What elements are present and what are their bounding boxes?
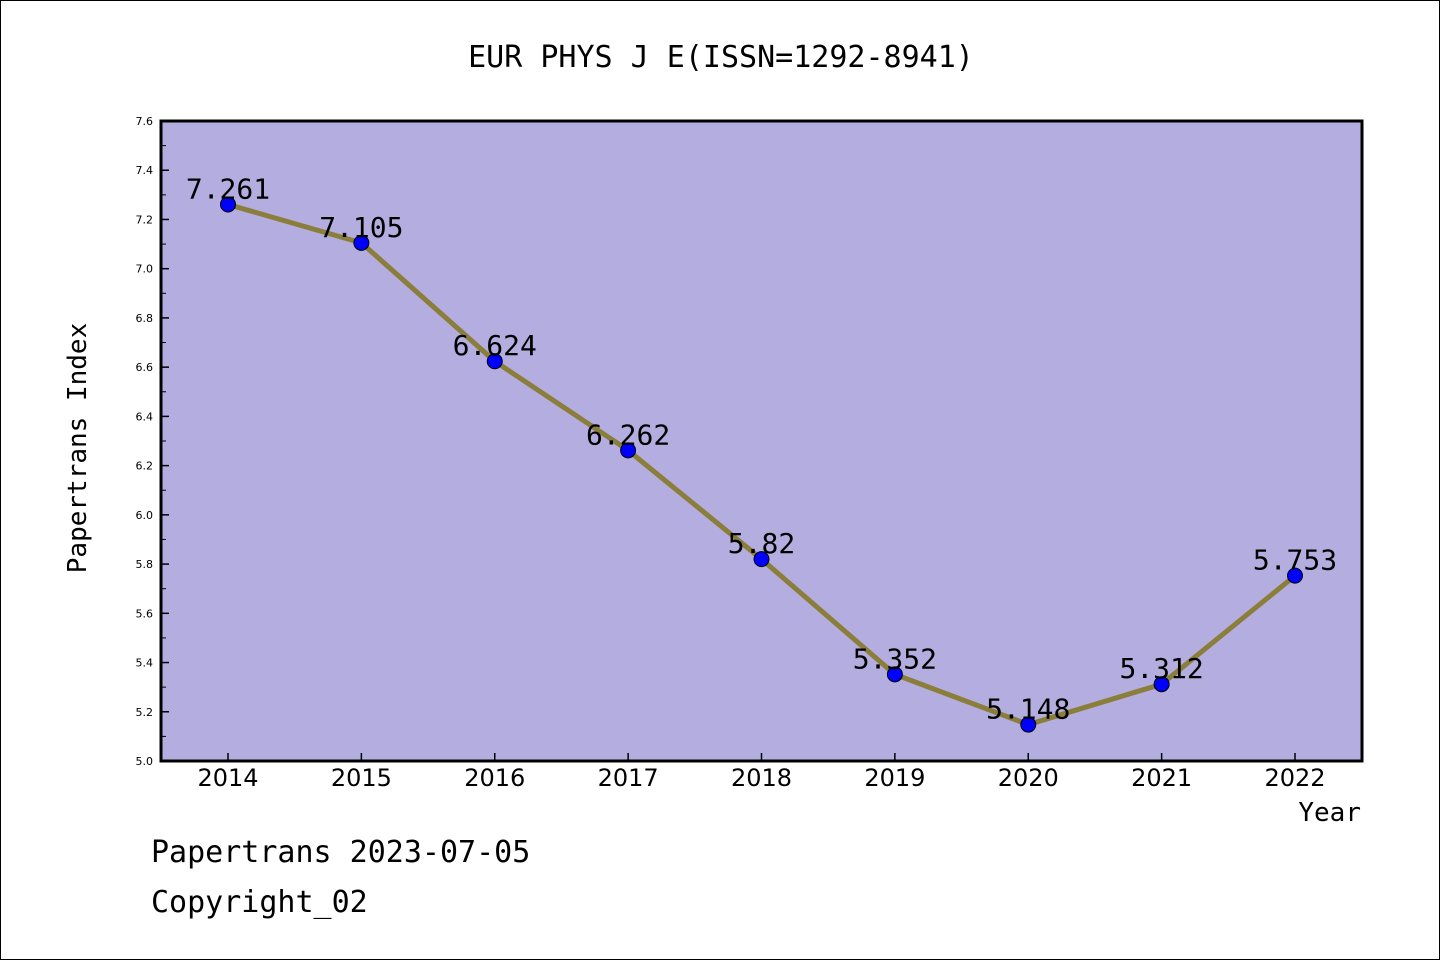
y-tick-label: 6.4 (136, 410, 154, 423)
y-tick-label: 6.6 (136, 361, 154, 374)
data-point (1020, 716, 1037, 733)
data-point (220, 196, 236, 213)
x-tick-label: 2018 (731, 764, 792, 792)
plot-area (161, 121, 1362, 761)
data-point (886, 666, 903, 683)
data-label: 5.148 (986, 693, 1070, 726)
y-tick-label: 7.2 (136, 213, 154, 226)
y-tick-label: 5.8 (136, 558, 154, 571)
x-tick-label: 2014 (197, 764, 258, 792)
data-label: 6.262 (586, 418, 670, 451)
y-tick-label: 5.2 (136, 706, 154, 719)
x-tick-label: 2016 (464, 764, 525, 792)
data-label: 5.753 (1253, 544, 1337, 577)
data-label: 5.352 (853, 642, 937, 675)
data-point (1153, 676, 1170, 693)
footer-date: Papertrans 2023-07-05 (151, 835, 531, 870)
x-axis: 2014 2015 2016 2017 2018 2019 2020 2021 2022 (197, 753, 1326, 792)
x-tick-label: 2022 (1264, 764, 1325, 792)
y-tick-label: 7.6 (136, 115, 154, 128)
x-tick-label: 2021 (1131, 764, 1192, 792)
x-tick-label: 2019 (864, 764, 925, 792)
y-tick-label: 7.4 (136, 164, 154, 177)
data-label: 6.624 (453, 329, 537, 362)
y-tick-label: 5.4 (136, 657, 154, 670)
x-tick-label: 2015 (331, 764, 392, 792)
data-label: 7.261 (186, 172, 270, 205)
y-tick-label: 6.0 (136, 509, 154, 522)
data-label: 5.312 (1119, 652, 1203, 685)
data-point (1287, 567, 1303, 584)
x-tick-label: 2020 (998, 764, 1059, 792)
chart-title: EUR PHYS J E(ISSN=1292-8941) (468, 40, 974, 75)
data-point (620, 442, 637, 459)
y-tick-label: 7.0 (136, 263, 154, 276)
data-point (486, 353, 503, 370)
data-point (753, 551, 770, 568)
data-label: 7.105 (319, 211, 403, 244)
y-tick-label: 6.2 (136, 460, 154, 473)
plot-border (159, 119, 1364, 763)
y-axis-label: Papertrans Index (63, 323, 93, 573)
y-tick-label: 5.6 (136, 607, 154, 620)
data-series: 7.261 7.105 6.624 6.262 5.82 5.352 5.148 5.312 5… (186, 172, 1337, 733)
y-tick-label: 5.0 (136, 755, 154, 768)
y-tick-label: 6.8 (136, 312, 154, 325)
x-axis-label: Year (1298, 798, 1361, 828)
data-point (353, 234, 370, 251)
data-label: 5.82 (728, 527, 795, 560)
x-tick-label: 2017 (598, 764, 659, 792)
footer-copyright: Copyright_02 (151, 885, 368, 920)
y-axis: 5.0 5.2 5.4 5.6 5.8 6.0 6.2 6.4 6.6 6.8 7.0 7.2 7.4 7… (136, 115, 169, 768)
